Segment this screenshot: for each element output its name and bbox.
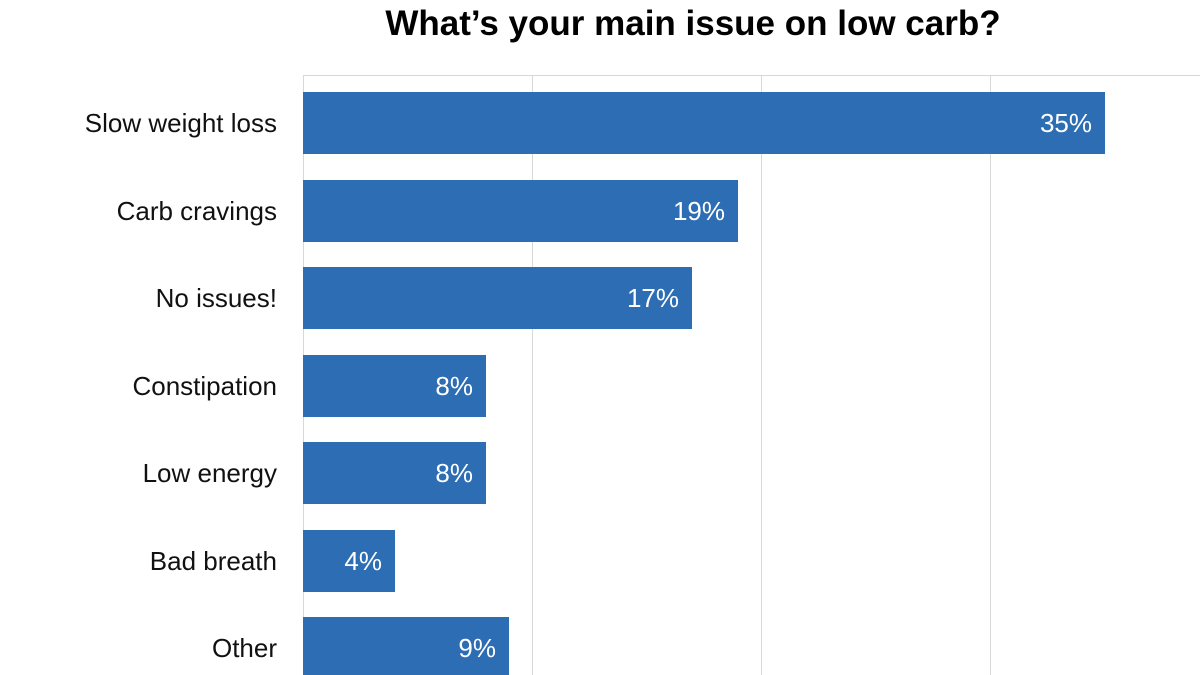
plot-top-border (303, 75, 1200, 76)
category-label: Bad breath (149, 546, 277, 576)
value-label: 35% (1039, 108, 1092, 138)
value-label: 9% (458, 633, 496, 663)
value-label: 4% (344, 546, 382, 576)
gridline-10-percent (532, 75, 533, 675)
category-label: Constipation (132, 371, 277, 401)
value-label: 8% (435, 458, 473, 488)
category-label: Low energy (142, 458, 277, 488)
bar: 17% (303, 267, 692, 329)
bar: 8% (303, 442, 486, 504)
category-label: Other (211, 633, 277, 663)
category-label: Carb cravings (116, 196, 277, 226)
value-label: 17% (626, 283, 679, 313)
gridline-20-percent (761, 75, 762, 675)
value-label: 19% (672, 196, 725, 226)
category-label: Slow weight loss (84, 108, 277, 138)
bar: 19% (303, 180, 738, 242)
bar: 9% (303, 617, 509, 675)
category-label: No issues! (155, 283, 277, 313)
value-label: 8% (435, 371, 473, 401)
bar: 35% (303, 92, 1105, 154)
gridline-30-percent (990, 75, 991, 675)
bar: 8% (303, 355, 486, 417)
bar: 4% (303, 530, 395, 592)
chart-title: What’s your main issue on low carb? (385, 4, 1001, 43)
